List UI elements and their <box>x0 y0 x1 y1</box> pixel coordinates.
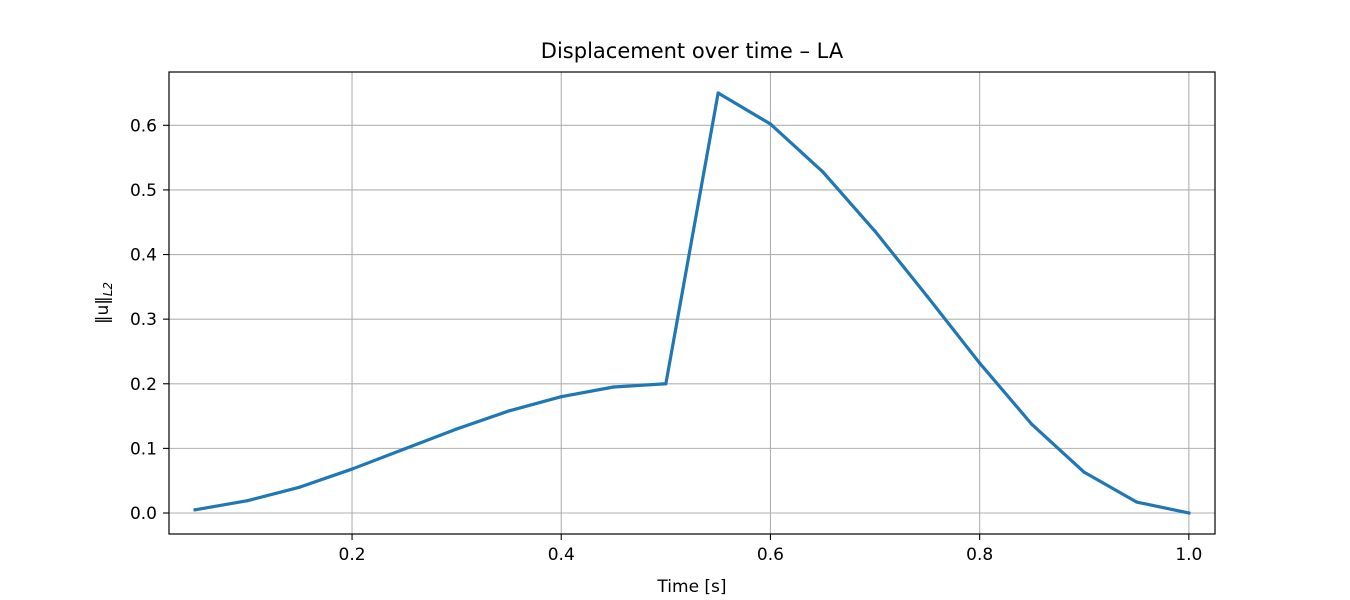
x-axis-ticks: 0.2 0.4 0.6 0.8 1.0 <box>339 534 1202 565</box>
y-tick-label: 0.5 <box>130 181 157 201</box>
data-point <box>350 467 354 471</box>
data-point <box>978 361 982 365</box>
y-axis-label: ‖u‖L2 <box>93 282 115 324</box>
x-tick-label: 1.0 <box>1175 545 1202 565</box>
y-tick-label: 0.1 <box>130 439 157 459</box>
data-point <box>716 91 720 95</box>
y-tick-label: 0.0 <box>130 504 157 524</box>
data-point <box>1082 470 1086 474</box>
y-tick-label: 0.3 <box>130 310 157 330</box>
data-point <box>193 508 197 512</box>
data-point <box>507 409 511 413</box>
x-tick-label: 0.4 <box>548 545 575 565</box>
data-point <box>455 427 459 431</box>
y-axis-ticks: 0.0 0.1 0.2 0.3 0.4 0.5 0.6 <box>130 116 169 524</box>
data-point <box>245 499 250 503</box>
x-axis-label: Time [s] <box>656 577 726 597</box>
grid-lines <box>169 72 1215 534</box>
x-tick-label: 0.6 <box>757 545 784 565</box>
data-point <box>402 447 406 451</box>
x-tick-label: 0.2 <box>339 545 366 565</box>
data-point <box>925 294 929 299</box>
data-point <box>1187 511 1191 515</box>
plot-frame <box>168 71 1216 535</box>
data-point <box>821 170 825 174</box>
x-tick-label: 0.8 <box>966 545 993 565</box>
y-tick-label: 0.6 <box>130 116 157 136</box>
data-point <box>298 485 302 489</box>
series-layer <box>193 91 1191 515</box>
plot-area <box>169 72 1215 534</box>
data-point <box>1030 422 1034 427</box>
y-tick-label: 0.4 <box>130 246 157 266</box>
data-point <box>559 395 563 399</box>
y-axis-label-subscript: L2 <box>101 282 115 296</box>
data-point <box>611 385 616 389</box>
data-point <box>1134 500 1139 504</box>
y-tick-label: 0.2 <box>130 375 157 395</box>
chart-title: Displacement over time – LA <box>541 39 844 63</box>
data-point <box>664 382 668 386</box>
data-point <box>768 122 773 126</box>
series-line <box>193 91 1191 515</box>
data-point <box>873 229 877 233</box>
y-axis-label-main: ‖u‖ <box>93 296 113 324</box>
